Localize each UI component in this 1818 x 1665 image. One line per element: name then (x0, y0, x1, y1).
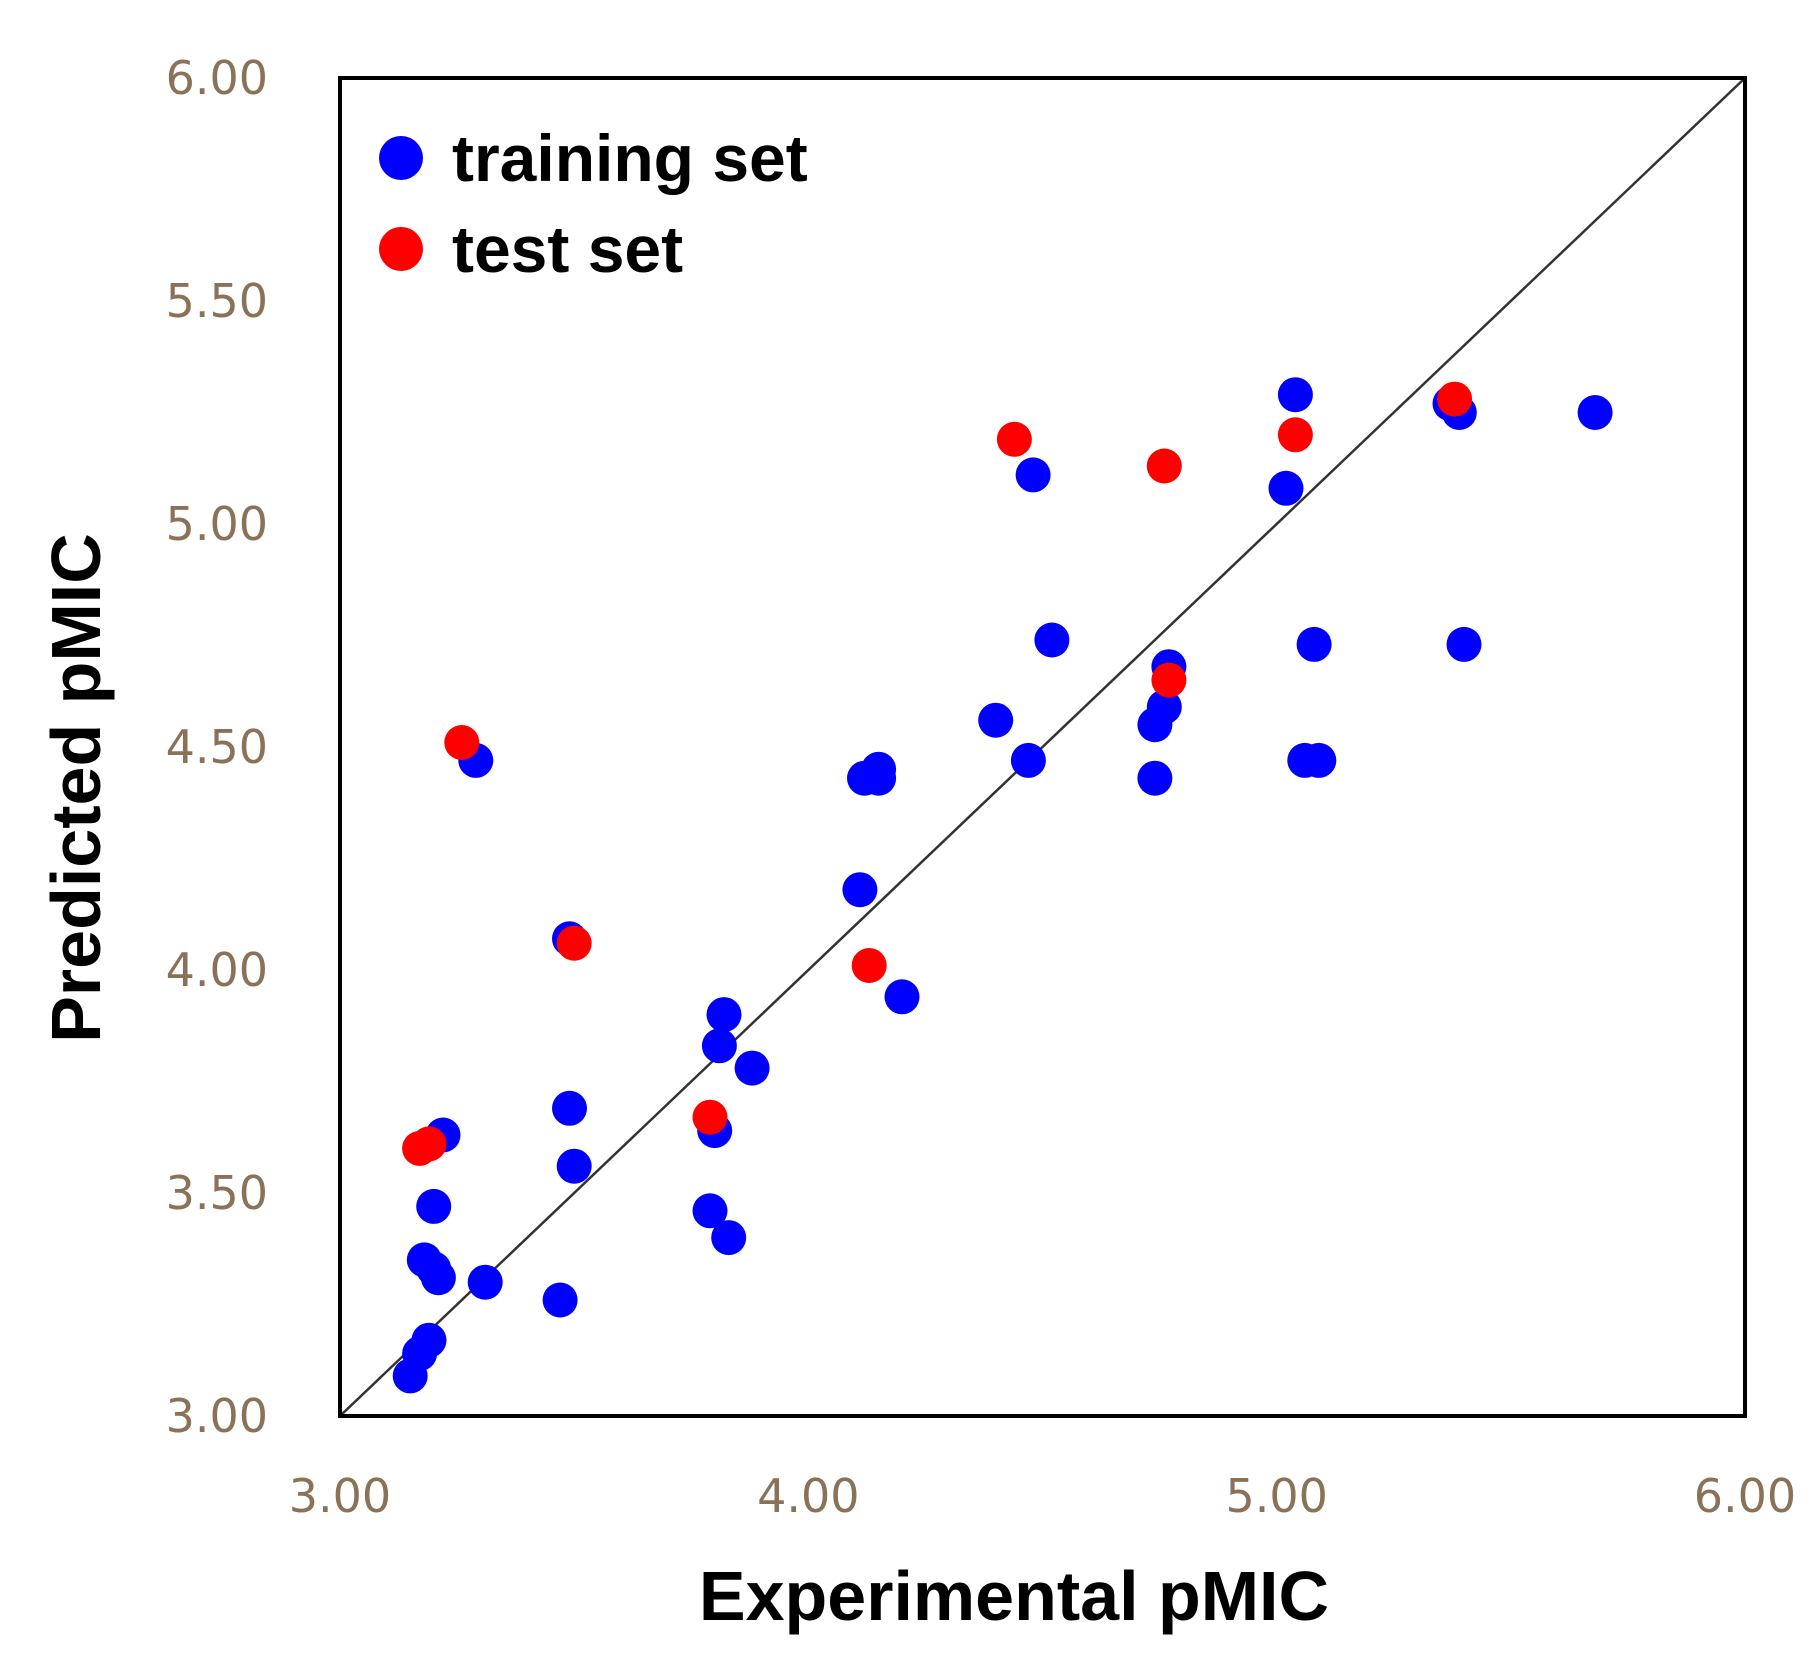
training-point (1015, 457, 1051, 493)
training-point (734, 1050, 770, 1086)
y-axis-title: Predicted pMIC (37, 533, 115, 1043)
test-point (1277, 417, 1313, 453)
test-point (556, 925, 592, 961)
training-point (556, 1148, 592, 1184)
test-point (411, 1126, 447, 1162)
training-point (861, 751, 897, 787)
training-point (420, 1260, 456, 1296)
points-layer (392, 377, 1613, 1394)
y-tick-label: 5.50 (166, 274, 268, 328)
legend-marker-training (379, 136, 423, 180)
x-tick-labels: 3.00 4.00 5.00 6.00 (289, 1469, 1796, 1523)
training-point (842, 872, 878, 908)
y-tick-label: 5.00 (166, 497, 268, 551)
plot-frame (338, 76, 1747, 1418)
training-point (542, 1282, 578, 1318)
training-point (692, 1193, 728, 1229)
training-point (1268, 470, 1304, 506)
diagonal-reference-line (339, 77, 1746, 1417)
test-point (692, 1099, 728, 1135)
training-point (1446, 626, 1482, 662)
y-tick-label: 4.00 (166, 943, 268, 997)
y-tick-label: 3.50 (166, 1166, 268, 1220)
x-tick-label: 4.00 (757, 1469, 859, 1523)
training-point (467, 1264, 503, 1300)
test-point (996, 421, 1032, 457)
training-point (1577, 395, 1613, 430)
training-point (884, 979, 920, 1015)
test-point (851, 948, 887, 983)
x-tick-label: 6.00 (1694, 1469, 1796, 1523)
y-tick-labels: 3.00 3.50 4.00 4.50 5.00 5.50 6.00 (166, 51, 268, 1443)
legend-label-test: test set (452, 212, 683, 286)
legend-marker-test (379, 227, 423, 271)
training-point (552, 1090, 587, 1126)
series-training-set (392, 377, 1613, 1394)
training-point (1137, 760, 1173, 796)
series-test-set (402, 381, 1473, 1166)
y-tick-label: 3.00 (166, 1389, 268, 1443)
x-axis-title: Experimental pMIC (699, 1557, 1329, 1635)
training-point (1296, 626, 1332, 662)
x-tick-label: 3.00 (289, 1469, 391, 1523)
y-tick-label: 6.00 (166, 51, 268, 105)
training-point (701, 1028, 737, 1064)
training-point (711, 1220, 747, 1256)
test-point (444, 725, 480, 760)
diagonal-layer (339, 77, 1746, 1417)
training-point (1301, 742, 1337, 778)
training-point (1146, 689, 1182, 725)
training-point (1010, 742, 1046, 778)
training-point (416, 1188, 452, 1224)
legend: training set test set (379, 121, 808, 286)
x-tick-label: 5.00 (1225, 1469, 1327, 1523)
training-point (978, 702, 1014, 738)
training-point (1034, 622, 1070, 658)
training-point (411, 1322, 447, 1358)
training-point (1277, 377, 1313, 413)
test-point (1151, 662, 1187, 698)
legend-label-training: training set (452, 121, 808, 195)
test-point (1146, 448, 1182, 484)
test-point (1437, 381, 1473, 417)
y-tick-label: 4.50 (166, 720, 268, 774)
training-point (706, 997, 742, 1033)
